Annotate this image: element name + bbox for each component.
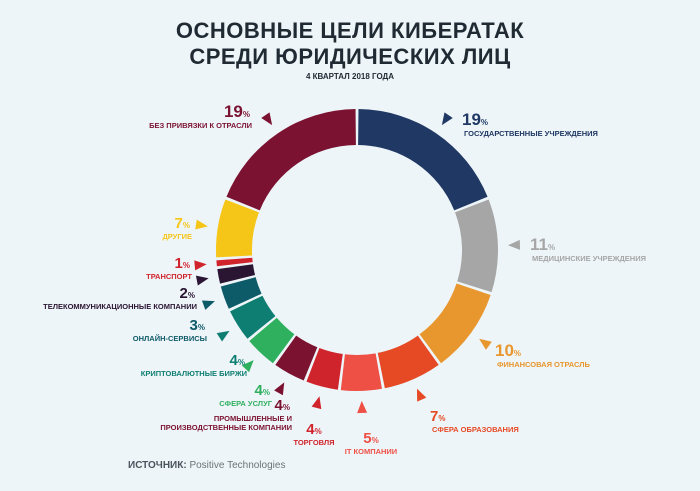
slice-name-5-0: ТОРГОВЛЯ [293,438,334,447]
slice-pointer-9 [201,300,215,310]
slice-name-4-0: IT КОМПАНИИ [345,447,397,456]
slice-pointer-13 [261,112,273,126]
slice-pointer-7 [241,360,254,373]
slice-name-10-0: ТЕЛЕКОММУНИКАЦИОННЫЕ КОМПАНИИ [43,302,197,311]
donut-slice-4 [340,353,382,391]
slice-name-3-0: СФЕРА ОБРАЗОВАНИЯ [432,425,519,434]
donut-slice-3 [377,335,439,389]
slice-pointer-2 [479,338,492,350]
slice-value-12: 7% [175,215,190,232]
donut-slice-13 [226,109,356,211]
slice-value-10: 2% [180,285,195,302]
slice-name-8-0: КРИПТОВАЛЮТНЫЕ БИРЖИ [141,369,247,378]
slice-unit-12: % [183,221,190,230]
slice-unit-3: % [438,414,445,423]
chart-title-line2: СРЕДИ ЮРИДИЧЕСКИХ ЛИЦ [189,44,511,69]
slice-unit-7: % [263,388,270,397]
slice-value-8: 4% [230,352,245,369]
slice-pointer-0 [441,112,453,126]
slice-label-1: 11%МЕДИЦИНСКИЕ УЧРЕЖДЕНИЯ [530,235,646,263]
slice-value-0: 19% [462,110,488,129]
source-note: ИСТОЧНИК: Positive Technologies [128,460,285,471]
slice-pointer-6 [274,382,285,396]
slice-label-12: 7%ДРУГИЕ [162,215,192,241]
slice-label-13: 19%БЕЗ ПРИВЯЗКИ К ОТРАСЛИ [149,102,252,130]
slice-pointer-3 [416,388,427,402]
slice-value-9: 3% [190,317,205,334]
slice-value-5: 4% [306,421,321,438]
slice-unit-4: % [372,436,379,445]
slice-name-9-0: ОНЛАЙН-СЕРВИСЫ [133,334,207,343]
slice-pointer-12 [195,219,208,230]
donut-slice-6 [275,335,318,381]
slice-value-6: 4% [275,397,290,414]
donut-slice-10 [217,264,256,284]
slice-pointer-5 [311,396,322,410]
source-value: Positive Technologies [189,460,286,471]
chart-title-line1: ОСНОВНЫЕ ЦЕЛИ КИБЕРАТАК [175,18,525,43]
slice-pointer-10 [195,275,209,286]
slice-label-11: 1%ТРАНСПОРТ [146,255,192,281]
slice-unit-1: % [548,243,555,252]
slice-value-11: 1% [175,255,190,272]
slice-label-3: 7%СФЕРА ОБРАЗОВАНИЯ [430,408,519,434]
slice-label-4: 5%IT КОМПАНИИ [345,430,397,456]
slice-label-10: 2%ТЕЛЕКОММУНИКАЦИОННЫЕ КОМПАНИИ [43,285,197,311]
slice-value-3: 7% [430,408,445,425]
slice-name-2-0: ФИНАНСОВАЯ ОТРАСЛЬ [497,360,591,369]
slice-value-7: 4% [255,382,270,399]
slice-unit-5: % [315,427,322,436]
slice-unit-0: % [481,118,488,127]
slice-unit-13: % [243,110,250,119]
slice-label-7: 4%СФЕРА УСЛУГ [219,382,272,408]
slice-value-1: 11% [530,235,555,254]
slice-name-7-0: СФЕРА УСЛУГ [219,399,272,408]
donut-slice-11 [216,257,253,267]
slice-name-1-0: МЕДИЦИНСКИЕ УЧРЕЖДЕНИЯ [532,254,646,263]
donut-slice-12 [216,199,259,258]
slice-label-5: 4%ТОРГОВЛЯ [293,421,334,447]
donut-slice-2 [419,283,491,364]
slice-name-12-0: ДРУГИЕ [162,232,192,241]
slice-label-0: 19%ГОСУДАРСТВЕННЫЕ УЧРЕЖДЕНИЯ [462,110,598,138]
slice-name-6-0: ПРОМЫШЛЕННЫЕ И [214,414,292,423]
slice-pointer-4 [357,400,368,414]
source-label: ИСТОЧНИК: [128,460,187,471]
slice-label-8: 4%КРИПТОВАЛЮТНЫЕ БИРЖИ [141,352,247,378]
slice-unit-11: % [183,261,190,270]
slice-pointer-11 [194,260,207,271]
donut-slice-5 [306,348,343,390]
slice-unit-9: % [198,323,205,332]
slice-value-2: 10% [495,341,521,360]
slice-name-13-0: БЕЗ ПРИВЯЗКИ К ОТРАСЛИ [149,121,252,130]
slice-name-6-1: ПРОИЗВОДСТВЕННЫЕ КОМПАНИИ [160,423,292,432]
slice-name-0-0: ГОСУДАРСТВЕННЫЕ УЧРЕЖДЕНИЯ [464,129,598,138]
slice-unit-6: % [283,403,290,412]
donut-slice-7 [249,317,295,364]
donut-slice-8 [230,295,276,339]
slice-value-13: 19% [224,102,250,121]
slice-unit-2: % [514,349,521,358]
slice-pointer-8 [216,330,230,342]
slice-label-9: 3%ОНЛАЙН-СЕРВИСЫ [133,317,207,343]
slice-name-11-0: ТРАНСПОРТ [146,272,192,281]
slice-unit-8: % [238,358,245,367]
donut-slice-0 [358,109,488,211]
donut-slice-1 [455,199,498,293]
slice-pointer-1 [507,239,521,250]
chart-subtitle: 4 КВАРТАЛ 2018 ГОДА [305,72,395,81]
slice-value-4: 5% [363,430,378,447]
donut-slice-9 [220,277,262,309]
slice-label-2: 10%ФИНАНСОВАЯ ОТРАСЛЬ [495,341,591,369]
slice-unit-10: % [188,291,195,300]
